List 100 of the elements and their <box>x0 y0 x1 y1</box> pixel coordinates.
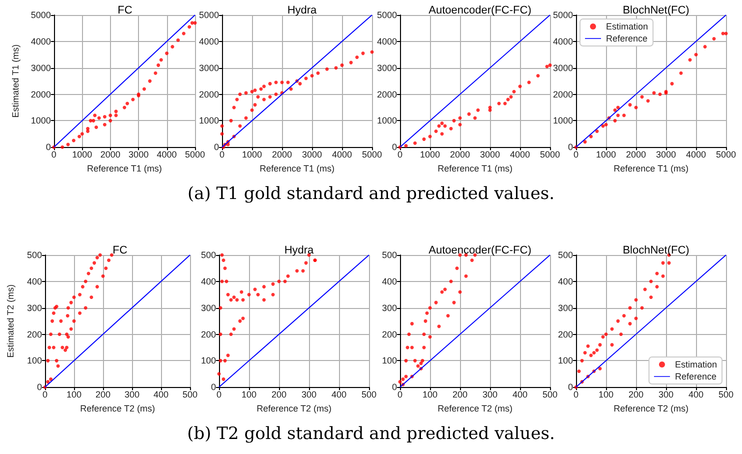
x-axis-title: Reference T1 (ms) <box>260 164 334 174</box>
x-tick-label: 5000 <box>184 150 206 160</box>
x-tick-label: 3000 <box>302 150 322 160</box>
x-tick-label: 200 <box>452 390 468 400</box>
y-tick-label: 1000 <box>376 116 397 126</box>
y-tick-label: 4000 <box>198 36 219 46</box>
y-tick-label: 0 <box>36 382 42 392</box>
y-tick-label: 100 <box>382 356 397 366</box>
y-tick-label: 500 <box>200 250 216 260</box>
y-tick-label: 100 <box>200 356 216 366</box>
y-tick-label: 0 <box>46 142 51 152</box>
y-tick-label: 5000 <box>30 10 51 20</box>
y-tick-label: 5000 <box>552 10 573 20</box>
x-tick-label: 2000 <box>272 150 292 160</box>
x-tick-label: 400 <box>153 390 169 400</box>
x-tick-label: 100 <box>422 390 438 400</box>
legend-label: Estimation <box>674 360 718 370</box>
x-tick-label: 2000 <box>626 150 646 160</box>
x-tick-label: 1000 <box>242 150 262 160</box>
x-tick-label: 4000 <box>156 150 177 160</box>
y-tick-label: 2000 <box>198 89 219 100</box>
y-tick-label: 300 <box>382 302 397 313</box>
y-tick-label: 1000 <box>30 116 51 126</box>
y-tick-label: 200 <box>558 329 573 340</box>
y-tick-label: 0 <box>392 382 397 392</box>
legend-label: Reference <box>606 34 648 44</box>
x-tick-label: 4000 <box>686 150 706 160</box>
x-axis-title: Reference T2 (ms) <box>256 404 332 414</box>
x-axis-title: Reference T2 (ms) <box>614 404 688 414</box>
x-tick-label: 100 <box>598 390 614 400</box>
y-tick-label: 1000 <box>552 116 573 126</box>
y-tick-label: 300 <box>558 302 573 313</box>
x-tick-label: 300 <box>658 390 674 400</box>
x-axis-title: Reference T1 (ms) <box>614 164 688 174</box>
x-axis-title: Reference T1 (ms) <box>438 164 512 174</box>
y-tick-label: 4000 <box>376 36 397 46</box>
x-tick-label: 4000 <box>510 150 530 160</box>
y-tick-label: 100 <box>558 356 573 366</box>
y-tick-label: 3000 <box>376 62 397 73</box>
y-tick-label: 4000 <box>552 36 573 46</box>
y-tick-label: 200 <box>382 329 397 340</box>
x-tick-label: 100 <box>66 390 82 400</box>
y-tick-label: 0 <box>392 142 397 152</box>
x-tick-label: 5000 <box>540 150 560 160</box>
x-tick-label: 1000 <box>420 150 440 160</box>
y-tick-label: 1000 <box>198 116 219 126</box>
x-tick-label: 200 <box>628 390 644 400</box>
y-tick-label: 300 <box>26 302 42 313</box>
y-tick-label: 100 <box>26 356 42 366</box>
y-tick-label: 0 <box>568 142 573 152</box>
y-tick-label: 5000 <box>198 10 219 20</box>
x-tick-label: 200 <box>95 390 111 400</box>
chart-title: Hydra <box>284 244 315 256</box>
y-tick-label: 200 <box>26 329 42 340</box>
x-tick-label: 500 <box>718 390 734 400</box>
x-tick-label: 5000 <box>362 150 382 160</box>
x-tick-label: 300 <box>124 390 140 400</box>
x-tick-label: 500 <box>182 390 198 400</box>
y-tick-label: 5000 <box>376 10 397 20</box>
x-tick-label: 3000 <box>656 150 676 160</box>
chart-title: Hydra <box>287 4 318 16</box>
y-tick-label: 300 <box>200 302 216 313</box>
x-tick-label: 400 <box>512 390 528 400</box>
x-axis-title: Reference T2 (ms) <box>438 404 512 414</box>
x-axis-title: Reference T1 (ms) <box>87 164 162 174</box>
chart-title: FC <box>118 4 132 16</box>
x-tick-label: 2000 <box>100 150 120 160</box>
legend-label: Estimation <box>606 22 648 32</box>
y-tick-label: 3000 <box>198 62 219 73</box>
legend-label: Reference <box>674 372 717 382</box>
x-tick-label: 500 <box>542 390 558 400</box>
chart-title: BlochNet(FC) <box>622 4 690 16</box>
x-tick-label: 400 <box>331 390 347 400</box>
x-tick-label: 300 <box>482 390 498 400</box>
y-tick-label: 200 <box>200 329 216 340</box>
y-tick-label: 500 <box>26 250 42 260</box>
y-tick-label: 400 <box>200 276 216 286</box>
x-axis-title: Reference T2 (ms) <box>80 404 155 414</box>
x-tick-label: 5000 <box>716 150 736 160</box>
y-tick-label: 2000 <box>30 89 51 100</box>
y-tick-label: 4000 <box>30 36 51 46</box>
y-tick-label: 0 <box>568 382 573 392</box>
x-tick-label: 3000 <box>480 150 500 160</box>
y-tick-label: 0 <box>214 142 219 152</box>
y-tick-label: 2000 <box>552 89 573 100</box>
x-tick-label: 4000 <box>332 150 352 160</box>
x-tick-label: 200 <box>271 390 287 400</box>
y-axis-title: Estimated T1 (ms) <box>10 44 20 118</box>
chart-title: FC <box>112 244 128 256</box>
y-tick-label: 3000 <box>30 62 51 73</box>
x-tick-label: 400 <box>688 390 704 400</box>
text: (b) T2 gold standard and predicted values. <box>186 424 556 444</box>
y-tick-label: 3000 <box>552 62 573 73</box>
y-tick-label: 400 <box>26 276 42 286</box>
x-tick-label: 100 <box>241 390 257 400</box>
text: (a) T1 gold standard and predicted values. <box>186 184 556 204</box>
y-tick-label: 400 <box>382 276 397 286</box>
x-tick-label: 3000 <box>128 150 149 160</box>
x-tick-label: 1000 <box>596 150 616 160</box>
chart-title: BlochNet(FC) <box>622 244 690 256</box>
